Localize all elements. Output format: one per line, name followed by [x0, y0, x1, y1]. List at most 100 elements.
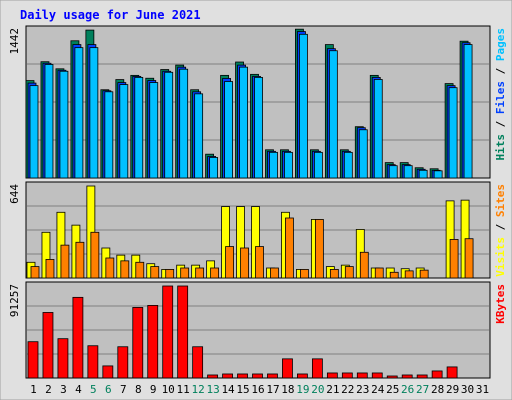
sites-bar-day-29 [449, 239, 459, 279]
sites-bar-day-4 [75, 241, 85, 279]
sites-bar-day-15 [240, 247, 249, 279]
pages-bar-day-13 [209, 157, 219, 179]
kbytes-bar-day-5 [87, 345, 99, 379]
sites-bar-day-24 [374, 267, 384, 279]
pages-bar-day-22 [343, 151, 353, 179]
sites-bar-day-10 [165, 269, 175, 279]
x-tick-label-day-25: 25 [386, 383, 399, 396]
legend-hits: Hits [494, 134, 507, 161]
kbytes-bar-day-12 [192, 346, 204, 379]
x-tick-label-day-20: 20 [311, 383, 324, 396]
x-tick-label-day-24: 24 [371, 383, 385, 396]
pages-bar-day-27 [418, 169, 428, 179]
pages-bar-day-23 [358, 129, 368, 179]
kbytes-bar-day-25 [386, 375, 398, 379]
x-tick-label-day-22: 22 [341, 383, 354, 396]
x-tick-label-day-10: 10 [162, 383, 175, 396]
pages-bar-day-25 [388, 165, 398, 179]
x-tick-label-day-17: 17 [266, 383, 279, 396]
x-tick-label-day-27: 27 [416, 383, 429, 396]
x-tick-label-day-23: 23 [356, 383, 369, 396]
y-max-label: 91257 [8, 284, 21, 317]
sites-bar-day-1 [30, 266, 40, 279]
x-tick-label-day-6: 6 [105, 383, 112, 396]
kbytes-bar-day-4 [72, 296, 84, 379]
x-tick-label-day-19: 19 [296, 383, 309, 396]
x-axis-day-labels: 1 2 3 4 5 6 7 8 9 10 11 12 13 14 15 16 17 18 19 20 21 22 23 24 2… [30, 383, 489, 396]
series-legend: Hits / Files / Pages [494, 28, 507, 161]
sites-bar-day-26 [404, 270, 414, 279]
kbytes-bar-day-24 [371, 372, 383, 379]
sites-bar-day-9 [150, 266, 160, 279]
pages-bar-day-3 [59, 70, 69, 179]
sites-bar-day-19 [300, 269, 309, 279]
sites-bar-day-7 [120, 260, 130, 279]
sites-bar-day-3 [60, 244, 70, 279]
pages-bar-day-10 [164, 71, 174, 179]
legend-pages: Pages [494, 28, 507, 61]
pages-bar-day-5 [89, 47, 99, 179]
x-tick-label-day-18: 18 [281, 383, 294, 396]
kbytes-bar-day-1 [27, 341, 39, 379]
kbytes-bar-day-9 [147, 305, 159, 379]
pages-bar-day-4 [74, 47, 84, 179]
kbytes-bar-day-7 [117, 346, 129, 379]
sites-bar-day-30 [464, 238, 474, 279]
panel-2: 644 Visits / Sites [8, 181, 507, 279]
sites-bar-day-17 [270, 267, 279, 279]
kbytes-bar-day-21 [326, 372, 338, 379]
pages-bar-day-14 [224, 81, 233, 179]
legend-separator: / [494, 217, 507, 237]
x-tick-label-day-8: 8 [135, 383, 142, 396]
series-legend: Visits / Sites [494, 184, 507, 277]
sites-bar-day-27 [419, 269, 429, 279]
x-tick-label-day-21: 21 [326, 383, 339, 396]
sites-bar-day-6 [105, 257, 115, 279]
kbytes-bar-day-19 [297, 373, 308, 379]
pages-bar-day-30 [463, 44, 473, 179]
kbytes-bar-day-23 [356, 372, 368, 379]
series-legend: KBytes [494, 284, 507, 324]
kbytes-bar-day-11 [177, 285, 189, 379]
pages-bar-day-12 [194, 93, 204, 179]
x-tick-label-day-1: 1 [30, 383, 37, 396]
kbytes-bar-day-29 [446, 366, 458, 379]
kbytes-bar-day-22 [341, 372, 353, 379]
x-tick-label-day-11: 11 [177, 383, 190, 396]
chart-title: Daily usage for June 2021 [20, 8, 201, 22]
kbytes-bar-day-16 [252, 373, 263, 379]
sites-bar-day-2 [45, 259, 55, 279]
sites-bar-day-8 [135, 261, 145, 279]
pages-bar-day-24 [373, 79, 383, 179]
sites-bar-day-5 [90, 231, 100, 279]
y-max-label: 644 [8, 184, 21, 204]
sites-bar-day-22 [344, 266, 354, 279]
sites-bar-day-13 [210, 267, 220, 279]
kbytes-bar-day-20 [311, 358, 323, 379]
sites-bar-day-20 [314, 219, 324, 279]
legend-separator: / [494, 114, 507, 134]
x-tick-label-day-16: 16 [251, 383, 264, 396]
pages-bar-day-29 [448, 87, 458, 179]
panel-1: 1442 Hits / Files / Pages [8, 25, 507, 179]
x-tick-label-day-30: 30 [461, 383, 474, 396]
panel-3: 91257 KBytes [8, 281, 507, 379]
x-tick-label-day-12: 12 [192, 383, 205, 396]
x-tick-label-day-4: 4 [75, 383, 82, 396]
x-tick-label-day-2: 2 [45, 383, 52, 396]
kbytes-bar-day-14 [222, 373, 233, 379]
kbytes-bar-day-3 [57, 338, 69, 379]
sites-bar-day-21 [329, 269, 339, 279]
legend-separator: / [494, 61, 507, 81]
kbytes-bar-day-6 [102, 365, 114, 379]
x-tick-label-day-26: 26 [401, 383, 414, 396]
pages-bar-day-26 [403, 165, 413, 179]
x-tick-label-day-31: 31 [476, 383, 489, 396]
kbytes-bar-day-10 [162, 285, 174, 379]
sites-bar-day-14 [225, 246, 234, 279]
kbytes-bar-day-17 [267, 373, 278, 379]
kbytes-bar-day-26 [401, 374, 413, 379]
x-tick-label-day-5: 5 [90, 383, 97, 396]
x-tick-label-day-29: 29 [446, 383, 459, 396]
legend-kbytes: KBytes [494, 284, 507, 324]
